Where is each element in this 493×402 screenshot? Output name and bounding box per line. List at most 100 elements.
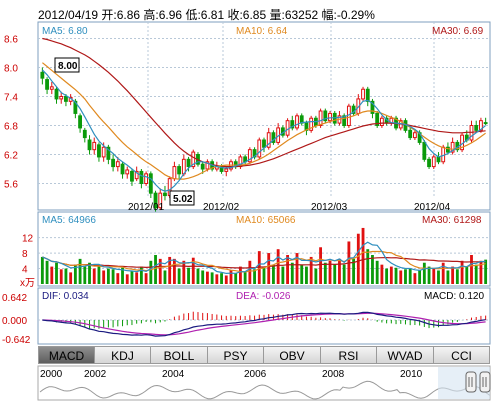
volume-bar [248,260,252,284]
candle-body [82,129,87,139]
volume-bar [144,273,148,284]
timeline-year-2010: 2010 [400,369,423,380]
high-marker-label: 8.00 [58,61,78,72]
macd-value-label: MACD: 0.120 [424,291,484,302]
volume-bar [272,264,275,284]
volume-bar [168,256,172,284]
volume-bar [73,264,77,284]
volume-bar [262,266,266,284]
volume-bar [323,262,327,284]
ma30-line [42,37,486,168]
candle-body [436,156,441,163]
tab-rsi[interactable]: RSI [321,346,377,364]
tab-wvad[interactable]: WVAD [377,346,434,364]
volume-bar [484,259,488,284]
volume-bar [125,274,129,284]
price-ma10-label: MA10: 6.64 [236,26,288,37]
tab-kdj[interactable]: KDJ [95,346,151,364]
volume-bar [210,272,214,284]
candle-body [257,139,262,158]
dea-line [42,312,486,336]
timeline-year-2008: 2008 [322,369,345,380]
volume-bar [295,253,299,284]
candle-body [172,166,177,180]
volume-bar [88,262,91,284]
candle-body [328,112,332,122]
timeline-right-handle[interactable] [479,371,491,393]
tab-psy[interactable]: PSY [208,346,264,364]
volume-bar [460,260,464,284]
candle-body [144,173,149,184]
volume-bar [177,268,181,284]
volume-bar [40,256,44,284]
candle-body [370,100,375,114]
volume-bar [408,268,412,284]
candle-body [224,168,229,172]
volume-panel-frame [37,211,491,287]
volume-bar [196,268,200,284]
timeline-left-handle[interactable] [465,371,477,393]
volume-bar [239,266,242,284]
price-y-tick: 8.6 [4,35,18,46]
price-y-ticks: 8.6 8.0 7.4 6.8 6.2 5.6 [4,35,18,191]
volume-bar [64,268,68,284]
volume-bar [380,264,384,284]
volume-bar [253,269,256,284]
volume-bar [205,271,209,284]
volume-bar [427,266,431,284]
tab-boll[interactable]: BOLL [151,346,208,364]
low-marker-label: 5.02 [173,194,193,205]
candle-body [483,122,488,125]
volume-bar [276,249,280,284]
candle-body [73,100,78,114]
volume-bar [300,264,304,284]
volume-bar [474,264,478,284]
candle-body [49,86,54,90]
candle-body [295,115,299,129]
tab-macd[interactable]: MACD [38,346,95,364]
tab-cci[interactable]: CCI [434,346,490,364]
volume-bar [201,270,205,284]
candle-body [139,170,144,185]
macd-y-tick-zero: 0.000 [2,316,27,327]
volume-bar [102,270,106,284]
candle-body [177,166,182,175]
volume-bar [441,262,445,284]
volume-bar [290,262,294,284]
volume-bar [267,253,271,284]
volume-bar [111,269,115,284]
candle-body [158,192,163,209]
x-tick-2012-04: 2012/04 [414,202,451,213]
volume-y-tick: 12 [22,234,34,245]
volume-bar [139,266,143,284]
volume-bar [286,255,289,284]
volume-bar [371,255,374,284]
price-y-tick: 5.6 [4,180,18,191]
volume-ma30-line [42,256,486,269]
price-y-tick: 8.0 [4,64,18,75]
price-panel-frame [37,21,491,211]
quote-header: 2012/04/19 开:6.86 高:6.96 低:6.81 收:6.85 量… [38,8,375,22]
volume-bar [234,273,238,284]
volume-bar [172,258,176,284]
candle-body [379,117,384,126]
candle-body [45,79,49,90]
x-tick-2012-01: 2012/01 [128,202,165,213]
tab-obv[interactable]: OBV [264,346,321,364]
vol-ma5-label: MA5: 64966 [42,215,96,226]
volume-bar [432,268,436,284]
candle-body [412,132,417,139]
low-marker: 5.02 [169,190,195,206]
candle-body [186,158,191,168]
volume-bar [121,267,124,284]
volume-ma10-line [42,250,486,273]
volume-bar [78,258,82,284]
candle-body [262,139,266,148]
candle-body [134,170,139,180]
candle-body [200,163,205,170]
volume-bar [418,270,422,284]
volume-bar [50,266,54,284]
volume-bar [413,273,417,284]
volume-bar [243,272,247,284]
candle-body [115,161,120,168]
